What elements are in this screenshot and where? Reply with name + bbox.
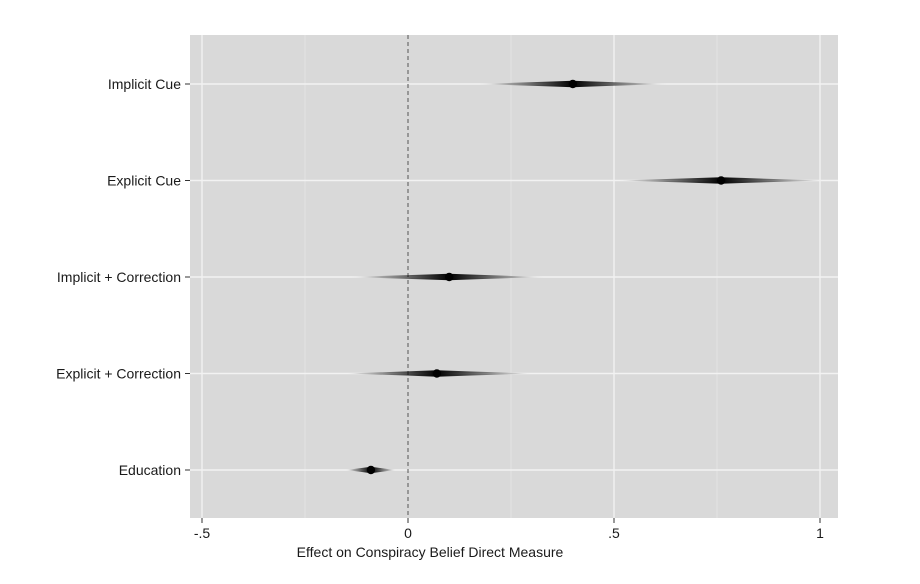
point-estimate (568, 79, 577, 89)
x-axis-title: Effect on Conspiracy Belief Direct Measu… (297, 544, 564, 560)
x-tick-label: 1 (816, 525, 824, 541)
y-tick-label: Explicit Cue (107, 173, 181, 189)
x-tick-label: 0 (404, 525, 412, 541)
y-tick-label: Implicit Cue (108, 76, 181, 92)
y-tick-label: Education (119, 462, 181, 478)
point-estimate (716, 176, 726, 185)
y-tick-label: Explicit + Correction (56, 366, 181, 382)
point-estimate (432, 369, 442, 378)
y-tick-label: Implicit + Correction (57, 269, 181, 285)
point-estimate (445, 272, 454, 282)
x-tick-label: .5 (608, 525, 620, 541)
point-estimate (366, 465, 376, 475)
x-tick-label: -.5 (194, 525, 211, 541)
